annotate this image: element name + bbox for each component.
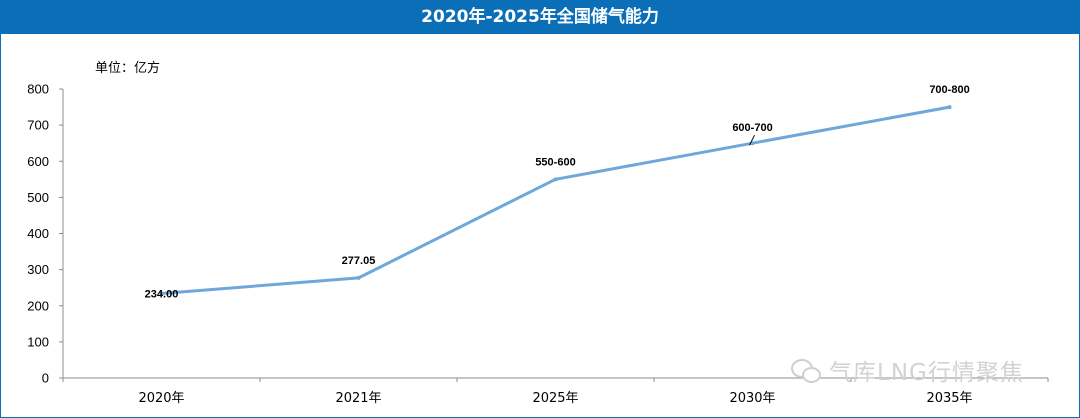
y-tick-label: 400 [27, 226, 49, 241]
watermark-text: 气库LNG行情聚焦 [829, 360, 1024, 386]
y-tick-label: 500 [27, 190, 49, 205]
data-label: 234.00 [145, 288, 179, 300]
wechat-icon [791, 357, 821, 383]
data-label: 700-800 [929, 84, 969, 96]
unit-label: 单位：亿方 [95, 61, 161, 76]
data-label: 600-700 [732, 122, 772, 134]
series-line [160, 105, 951, 295]
label-leader-line [749, 134, 755, 146]
y-tick-label: 200 [27, 298, 49, 313]
x-tick-label: 2035年 [926, 391, 972, 406]
y-tick-label: 700 [27, 118, 49, 133]
x-tick-label: 2025年 [532, 391, 578, 406]
y-tick-label: 800 [27, 82, 49, 97]
x-tick-label: 2030年 [729, 391, 775, 406]
x-tick-label: 2021年 [335, 391, 381, 406]
y-tick-label: 300 [27, 262, 49, 277]
y-tick-label: 100 [27, 334, 49, 349]
data-label: 277.05 [342, 255, 376, 267]
data-point [947, 105, 952, 110]
data-point [356, 275, 361, 280]
data-label: 550-600 [535, 156, 575, 168]
x-tick-label: 2020年 [138, 391, 184, 406]
chart-title: 2020年-2025年全国储气能力 [1, 1, 1079, 34]
y-tick-label: 0 [42, 371, 49, 386]
data-point [159, 291, 164, 296]
y-tick-label: 600 [27, 154, 49, 169]
watermark: 气库LNG行情聚焦 [791, 354, 1024, 386]
data-point [553, 177, 558, 182]
